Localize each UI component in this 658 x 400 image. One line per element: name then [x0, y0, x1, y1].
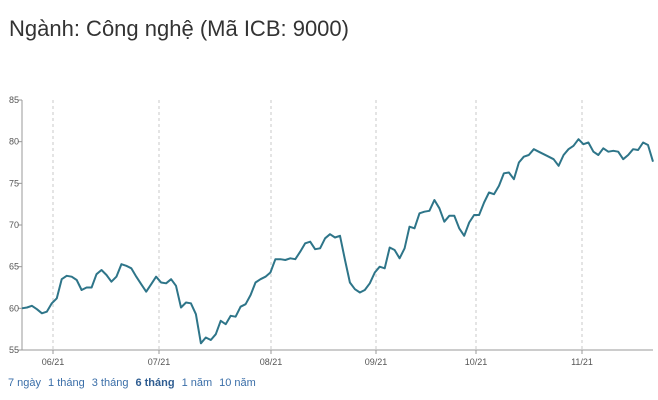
range-button[interactable]: 10 năm	[219, 377, 256, 389]
y-tick-label: 65	[9, 262, 19, 272]
range-button[interactable]: 7 ngày	[8, 377, 42, 389]
chart-series	[21, 138, 654, 345]
line-chart: 55 60 65 70 75 80 85 06/21 07/21 08/21 09/21 10/21 1…	[9, 95, 654, 367]
x-tick-label: 07/21	[148, 357, 171, 367]
y-tick-label: 75	[9, 178, 19, 188]
x-tick-label: 08/21	[260, 357, 283, 367]
range-button[interactable]: 6 tháng	[135, 377, 175, 389]
x-tick-label: 09/21	[365, 357, 388, 367]
x-tick-label: 06/21	[42, 357, 65, 367]
y-tick-label: 55	[9, 345, 19, 355]
y-tick-label: 85	[9, 95, 19, 105]
x-tick-label: 10/21	[465, 357, 488, 367]
range-button[interactable]: 3 tháng	[91, 377, 129, 389]
chart-grid	[52, 100, 583, 350]
series-line	[21, 138, 654, 345]
page-title: Ngành: Công nghệ (Mã ICB: 9000)	[9, 16, 349, 41]
y-tick-label: 70	[9, 220, 19, 230]
x-tick-label: 11/21	[571, 357, 593, 367]
y-tick-label: 80	[9, 137, 19, 147]
range-button[interactable]: 1 tháng	[48, 377, 85, 389]
chart-axes: 55 60 65 70 75 80 85 06/21 07/21 08/21 09/21 10/21 1…	[9, 95, 653, 367]
range-selector: 7 ngày 1 tháng 3 tháng 6 tháng 1 năm 10 năm	[8, 377, 263, 389]
y-tick-label: 60	[9, 303, 19, 313]
range-button[interactable]: 1 năm	[181, 377, 213, 389]
